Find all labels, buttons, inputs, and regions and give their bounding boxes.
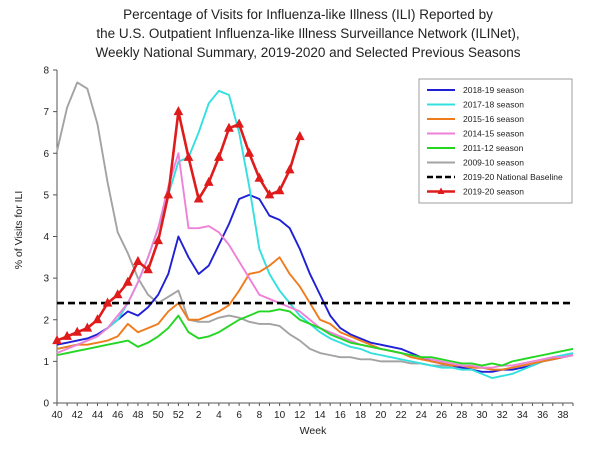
x-tick-label: 6 — [236, 410, 242, 421]
x-tick-label: 50 — [153, 410, 165, 421]
legend-label: 2017-18 season — [463, 100, 524, 110]
x-tick-label: 48 — [132, 410, 144, 421]
data-point-marker — [122, 276, 133, 286]
data-point-marker — [52, 335, 62, 345]
data-point-marker — [112, 289, 123, 299]
x-tick-label: 20 — [375, 410, 387, 421]
x-tick-label: 46 — [112, 410, 124, 421]
legend-marker — [437, 187, 445, 194]
data-point-marker — [183, 151, 194, 161]
x-tick-label: 32 — [497, 410, 509, 421]
data-point-marker — [72, 326, 83, 336]
legend-label: 2019-20 National Baseline — [463, 172, 563, 182]
chart-title-line-1: Percentage of Visits for Influenza-like … — [123, 7, 493, 22]
y-tick-label: 0 — [43, 399, 49, 410]
data-point-marker — [163, 189, 174, 199]
x-tick-label: 38 — [557, 410, 569, 421]
x-axis-title: Week — [300, 425, 327, 437]
y-tick-label: 8 — [43, 66, 49, 77]
data-point-marker — [203, 176, 214, 186]
data-point-marker — [173, 106, 184, 116]
x-tick-label: 24 — [416, 410, 428, 421]
legend-label: 2011-12 season — [463, 143, 524, 153]
data-point-marker — [214, 151, 224, 161]
x-tick-label: 2 — [196, 410, 202, 421]
data-point-marker — [193, 193, 204, 203]
legend: 2018-19 season 2017-18 season 2015-16 seas… — [418, 78, 573, 204]
y-tick-label: 5 — [43, 190, 49, 201]
data-point-marker — [234, 118, 244, 128]
data-point-marker — [294, 131, 305, 141]
data-point-marker — [254, 172, 265, 182]
x-tick-label: 12 — [294, 410, 306, 421]
x-tick-label: 16 — [335, 410, 347, 421]
data-point-marker — [143, 264, 153, 274]
data-point-marker — [82, 322, 93, 332]
x-tick-label: 42 — [72, 410, 84, 421]
y-tick-label: 3 — [43, 274, 49, 285]
x-tick-label: 10 — [274, 410, 286, 421]
data-point-marker — [133, 255, 143, 265]
legend-label: 2009-10 season — [463, 158, 524, 168]
data-point-marker — [224, 122, 234, 132]
y-axis-title: % of Visits for ILI — [13, 191, 25, 270]
legend-label: 2019-20 season — [463, 187, 524, 197]
data-point-marker — [153, 235, 164, 245]
data-point-marker — [92, 314, 103, 324]
x-tick-label: 14 — [314, 410, 326, 421]
x-tick-label: 36 — [537, 410, 549, 421]
data-point-marker — [284, 164, 295, 174]
legend-label: 2014-15 season — [463, 129, 524, 139]
x-tick-label: 28 — [456, 410, 468, 421]
series-group — [52, 81, 574, 379]
y-tick-label: 2 — [43, 315, 49, 326]
legend-label: 2015-16 season — [463, 114, 524, 124]
y-tick-label: 4 — [43, 232, 49, 243]
x-tick-label: 22 — [395, 410, 407, 421]
series-line-2011-12-season — [56, 308, 574, 367]
series-line-2018-19-season — [56, 193, 574, 373]
y-tick-label: 1 — [43, 357, 49, 368]
x-tick-label: 52 — [173, 410, 185, 421]
data-point-marker — [62, 330, 72, 340]
legend-box — [418, 78, 573, 204]
x-tick-label: 34 — [517, 410, 529, 421]
x-tick-label: 30 — [476, 410, 488, 421]
x-tick-label: 18 — [355, 410, 367, 421]
data-point-marker — [102, 297, 113, 307]
legend-label: 2018-19 season — [463, 85, 524, 95]
data-point-marker — [264, 189, 275, 199]
y-axis-ticks: 0 1 2 3 4 5 6 7 8 — [43, 66, 57, 410]
data-point-marker — [274, 185, 285, 195]
series-line-2014-15-season — [56, 152, 574, 369]
x-tick-label: 40 — [51, 410, 63, 421]
x-axis-ticks: 40 42 44 46 48 50 52 2 4 6 8 10 12 14 16 18 20 22 24 26 28 30… — [51, 403, 574, 421]
y-tick-label: 6 — [43, 149, 49, 160]
series-line-2019-20-season — [56, 110, 302, 342]
x-tick-label: 44 — [92, 410, 104, 421]
x-tick-label: 26 — [436, 410, 448, 421]
chart-title-line-2: the U.S. Outpatient Influenza-like Illne… — [96, 26, 519, 41]
chart-title: Percentage of Visits for Influenza-like … — [96, 7, 521, 60]
chart-title-line-3: Weekly National Summary, 2019-2020 and S… — [96, 45, 521, 60]
data-point-marker — [244, 147, 255, 157]
series-line-2015-16-season — [56, 256, 574, 371]
x-tick-label: 8 — [257, 410, 263, 421]
x-tick-label: 4 — [216, 410, 222, 421]
y-tick-label: 7 — [43, 107, 49, 118]
